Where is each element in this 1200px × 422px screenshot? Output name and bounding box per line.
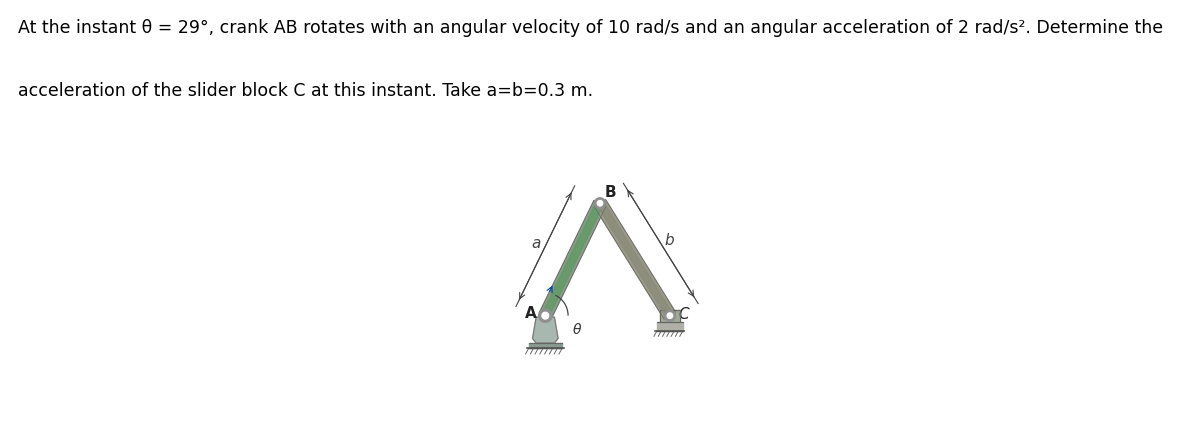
Polygon shape: [539, 200, 606, 319]
Circle shape: [667, 313, 673, 318]
Circle shape: [665, 310, 676, 321]
Text: b: b: [664, 233, 673, 248]
Text: acceleration of the slider block C at this instant. Take a=b=0.3 m.: acceleration of the slider block C at th…: [18, 82, 593, 100]
Text: A: A: [526, 306, 536, 321]
Text: $\omega$: $\omega$: [547, 288, 559, 302]
Circle shape: [542, 312, 548, 319]
Polygon shape: [533, 317, 558, 343]
Polygon shape: [594, 200, 676, 319]
Text: B: B: [605, 185, 617, 200]
FancyBboxPatch shape: [656, 322, 683, 331]
Text: At the instant θ = 29°, crank AB rotates with an angular velocity of 10 rad/s an: At the instant θ = 29°, crank AB rotates…: [18, 19, 1163, 37]
FancyBboxPatch shape: [660, 310, 679, 322]
Text: $\alpha$: $\alpha$: [546, 288, 557, 302]
Polygon shape: [542, 202, 604, 317]
Circle shape: [598, 200, 602, 206]
Circle shape: [594, 198, 606, 209]
Text: a: a: [532, 236, 541, 251]
Polygon shape: [596, 201, 673, 318]
Text: C: C: [678, 307, 689, 322]
Text: $\theta$: $\theta$: [571, 322, 582, 337]
Circle shape: [539, 309, 552, 322]
FancyBboxPatch shape: [528, 343, 562, 349]
